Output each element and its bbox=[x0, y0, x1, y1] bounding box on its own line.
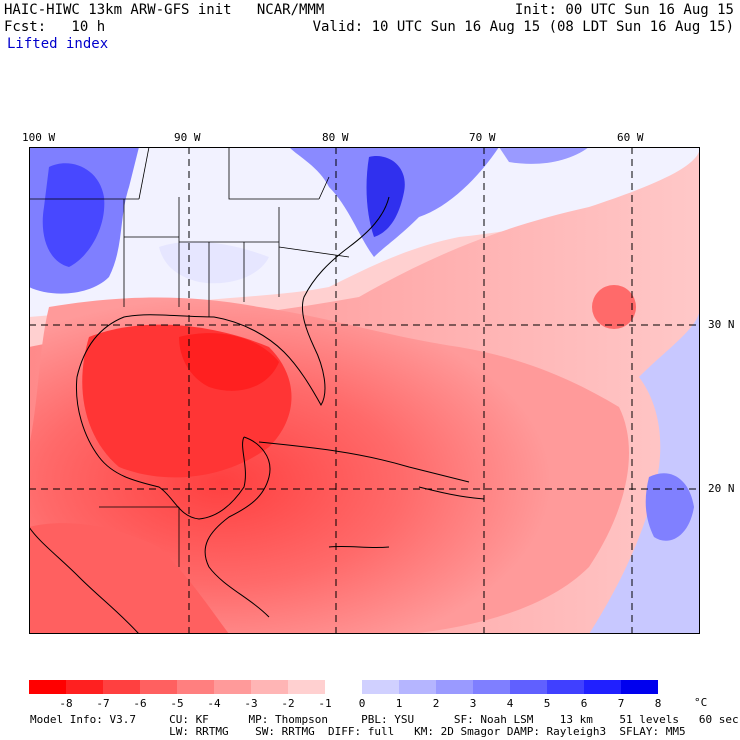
colorbar-tick-label: 5 bbox=[543, 697, 551, 710]
colorbar-swatch bbox=[29, 680, 66, 694]
colorbar-tick-label: -7 bbox=[96, 697, 110, 710]
stable-core-coast bbox=[366, 156, 405, 237]
stable-patch-top bbox=[499, 147, 589, 164]
lon-label-80w: 80 W bbox=[322, 131, 349, 144]
colorbar-tick-label: -5 bbox=[170, 697, 184, 710]
colorbar-swatch bbox=[288, 680, 325, 694]
colorbar-swatch bbox=[621, 680, 658, 694]
political-boundaries bbox=[29, 147, 350, 567]
colorbar-swatch bbox=[103, 680, 140, 694]
colorbar-tick-label: 6 bbox=[580, 697, 588, 710]
stable-core-west bbox=[42, 163, 105, 267]
lat-label-20n: 20 N bbox=[708, 482, 735, 495]
colorbar-swatch bbox=[140, 680, 177, 694]
colorbar-tick-label: 0 bbox=[358, 697, 366, 710]
colorbar-tick-label: 1 bbox=[395, 697, 403, 710]
colorbar-tick-label: -3 bbox=[244, 697, 258, 710]
header-init-time: Init: 00 UTC Sun 16 Aug 15 bbox=[514, 2, 734, 18]
colorbar-tick-label: -1 bbox=[318, 697, 332, 710]
lat-label-30n: 30 N bbox=[708, 318, 735, 331]
colorbar-swatch bbox=[547, 680, 584, 694]
colorbar-unit: °C bbox=[694, 696, 708, 709]
lat-lon-grid bbox=[29, 147, 700, 634]
colorbar-swatch bbox=[177, 680, 214, 694]
colorbar-swatch bbox=[251, 680, 288, 694]
header-forecast-hour: Fcst: 10 h bbox=[4, 19, 106, 35]
header-valid-time: Valid: 10 UTC Sun 16 Aug 15 (08 LDT Sun … bbox=[312, 19, 734, 35]
colorbar-tick-label: 4 bbox=[506, 697, 514, 710]
colorbar-tick-label: 8 bbox=[654, 697, 662, 710]
colorbar bbox=[29, 680, 658, 694]
colorbar-tick-label: -8 bbox=[59, 697, 73, 710]
colorbar-swatch bbox=[325, 680, 362, 694]
colorbar-tick-label: 2 bbox=[432, 697, 440, 710]
coastlines bbox=[29, 196, 485, 634]
colorbar-swatch bbox=[399, 680, 436, 694]
model-info-line1: Model Info: V3.7 CU: KF MP: Thompson PBL… bbox=[30, 713, 739, 726]
colorbar-tick-label: 3 bbox=[469, 697, 477, 710]
colorbar-tick-label: -6 bbox=[133, 697, 147, 710]
model-info-line2: LW: RRTMG SW: RRTMG DIFF: full KM: 2D Sm… bbox=[30, 725, 686, 738]
colorbar-swatch bbox=[436, 680, 473, 694]
colorbar-tick-label: -4 bbox=[207, 697, 221, 710]
map-frame bbox=[29, 147, 700, 634]
lifted-index-map bbox=[29, 147, 700, 634]
lon-label-90w: 90 W bbox=[174, 131, 201, 144]
colorbar-swatch bbox=[510, 680, 547, 694]
lon-label-100w: 100 W bbox=[22, 131, 56, 144]
subtropical-instability-cell bbox=[592, 285, 636, 329]
colorbar-swatch bbox=[584, 680, 621, 694]
header-title: HAIC-HIWC 13km ARW-GFS init NCAR/MMM bbox=[4, 2, 325, 18]
field-name: Lifted index bbox=[7, 36, 109, 52]
colorbar-tick-label: -2 bbox=[281, 697, 295, 710]
colorbar-tick-label: 7 bbox=[617, 697, 625, 710]
stable-east-region bbox=[589, 307, 700, 634]
colorbar-swatch bbox=[214, 680, 251, 694]
lon-label-70w: 70 W bbox=[469, 131, 496, 144]
colorbar-swatch bbox=[362, 680, 399, 694]
lon-label-60w: 60 W bbox=[617, 131, 644, 144]
colorbar-swatch bbox=[473, 680, 510, 694]
colorbar-swatch bbox=[66, 680, 103, 694]
